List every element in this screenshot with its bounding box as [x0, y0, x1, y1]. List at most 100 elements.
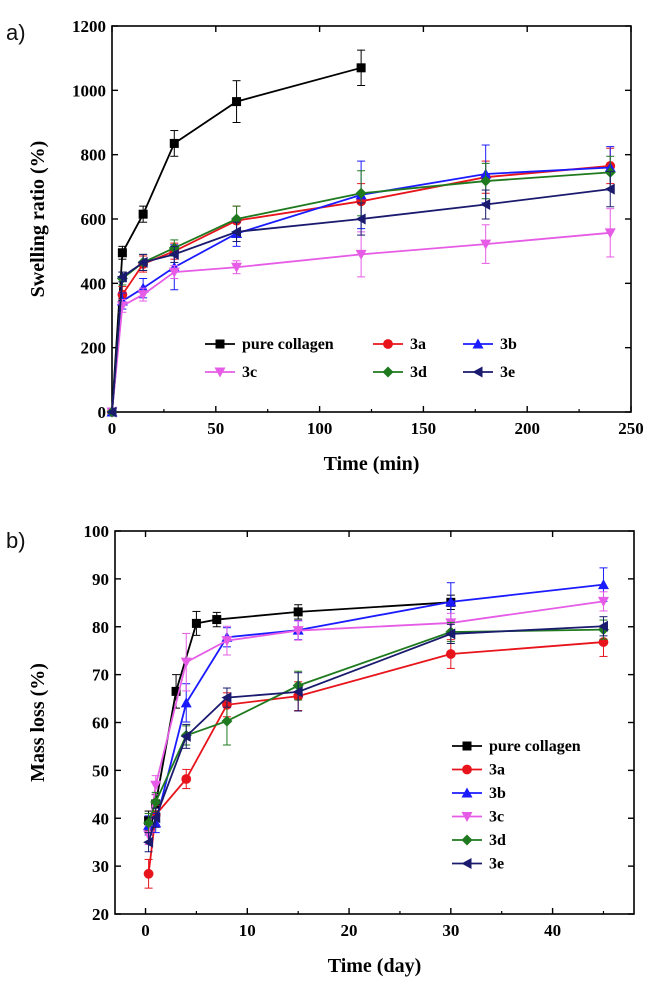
chart-a-x-axis-title: Time (min): [324, 453, 420, 475]
chart-a-legend-item-3d-marker: [382, 366, 394, 378]
chart-b-x-tick-label: 0: [141, 921, 150, 940]
chart-b-y-tick-label: 100: [84, 522, 110, 541]
chart-b-legend-item-3b-marker: [461, 787, 473, 798]
chart-b-y-tick-label: 20: [92, 905, 109, 924]
panel-a: a) 0 50 100 150 200 250 0 200 400 600 800 1000 1200 T…: [6, 17, 644, 475]
chart-b-series-3c-point: [180, 657, 192, 668]
chart-a-series-3e-point: [604, 183, 615, 195]
chart-a-series-3c-point: [480, 239, 492, 250]
chart-b-series-3b-point: [445, 596, 457, 607]
chart-a-x-tick-label: 250: [618, 419, 644, 438]
chart-b-series-pure-collagen-point: [293, 607, 303, 617]
chart-b-series-3d-line: [147, 628, 604, 824]
chart-b-legend-item-3d-marker: [461, 834, 473, 846]
panel-b-label: b): [6, 528, 26, 553]
chart-b-series-3b: [143, 567, 609, 836]
chart-a-x-tick-label: 100: [307, 419, 333, 438]
chart-a-x-tick-label: 150: [411, 419, 437, 438]
chart-b-series-3a-line: [147, 641, 604, 874]
chart-a-series-3d: [106, 155, 616, 418]
chart-a-legend-item-3a-label: 3a: [410, 336, 426, 353]
chart-a-series-3c-point: [168, 267, 180, 278]
chart-b-series-pure-collagen-point: [171, 686, 181, 696]
chart-b-series-3e-point: [445, 628, 456, 640]
chart-b-series-3e-point: [180, 730, 191, 742]
chart-a-series-pure-collagen-point: [356, 63, 366, 73]
chart-b-series-3c-point: [292, 626, 304, 637]
chart-b-series-3e-point: [143, 836, 154, 848]
chart-a-series-3e-point: [480, 199, 491, 211]
chart-b-series-3a: [143, 627, 609, 889]
chart-a-y-axis-title: Swelling ratio (%): [27, 141, 49, 298]
chart-b-series-3a-point: [143, 868, 154, 879]
chart-b-legend: pure collagen 3a 3b 3c 3d 3e: [452, 738, 581, 873]
chart-a-series-3e-point: [355, 213, 366, 225]
chart-b-legend-item-pure-collagen-marker: [462, 741, 472, 751]
chart-a-series-3c-point: [137, 290, 149, 301]
chart-b-legend-item-3c-marker: [461, 812, 473, 822]
chart-a-series-3e-point: [116, 271, 127, 283]
chart-a-legend: pure collagen 3a 3b 3c 3d 3e: [205, 336, 517, 381]
chart-b-series-3b-point: [597, 579, 609, 590]
chart-a-series-3c-point: [231, 262, 243, 273]
chart-b-series-3e-point: [150, 812, 161, 824]
chart-a-series-3c: [106, 208, 616, 418]
chart-b-series-3a-point: [445, 649, 456, 659]
chart-b-plot-frame: [114, 530, 635, 915]
chart-a-legend-item-3c-marker: [214, 367, 226, 378]
chart-a-plot-frame: [111, 25, 632, 413]
chart-b-series-3c-line: [147, 600, 604, 836]
chart-b-series-pure-collagen-point: [212, 615, 222, 625]
chart-a-x-tick-label: 200: [514, 419, 540, 438]
chart-b-x-tick-label: 40: [544, 921, 561, 940]
chart-b-x-tick-label: 20: [341, 921, 358, 940]
chart-b-series-3c-point: [597, 596, 609, 607]
chart-b-y-tick-label: 30: [92, 857, 109, 876]
chart-b-series-3e-point: [292, 686, 303, 698]
chart-b-series-3a-point: [181, 774, 192, 784]
chart-b-legend-item-3a-label: 3a: [489, 762, 505, 779]
chart-a-series-pure-collagen-point: [138, 209, 148, 219]
chart-b-series-3d: [143, 619, 609, 834]
chart-a-legend-item-3c-label: 3c: [242, 364, 257, 381]
chart-a-series-3b-line: [111, 166, 611, 413]
chart-b-series-3c-point: [150, 780, 162, 791]
chart-b-y-tick-label: 50: [92, 761, 109, 780]
chart-b-series-3e-point: [597, 620, 608, 632]
panel-b: b) 0 10 20 30 40 20 30 40 50 60 70 80 90 100 Time (day…: [6, 522, 635, 977]
chart-b-series-3d-point: [143, 817, 155, 829]
chart-b-y-tick-label: 90: [92, 570, 109, 589]
chart-b-series-3e-point: [221, 692, 232, 704]
chart-b-legend-item-3a-marker: [462, 764, 472, 775]
chart-a-y-tick-label: 0: [98, 403, 107, 422]
chart-a-series-3c-point: [355, 249, 367, 260]
chart-b-y-axis-title: Mass loss (%): [27, 663, 49, 782]
chart-b-legend-item-3c-label: 3c: [489, 809, 504, 826]
chart-a-y-tick-label: 400: [81, 274, 107, 293]
chart-a-x-tick-label: 0: [108, 419, 117, 438]
chart-a-legend-item-3e-marker: [472, 366, 483, 378]
chart-a-series-pure-collagen-point: [169, 138, 179, 148]
chart-b-series-3c-point: [221, 636, 233, 647]
chart-a-series-3d-point: [355, 187, 367, 199]
chart-a-series-3e-point: [168, 248, 179, 260]
chart-a-y-tick-label: 800: [81, 146, 107, 165]
chart-a-legend-item-pure-collagen-marker: [215, 339, 225, 349]
chart-a-legend-item-3d-label: 3d: [410, 364, 427, 381]
chart-a-series-3e: [106, 170, 615, 418]
chart-a-y-tick-label: 1200: [72, 17, 106, 36]
chart-a-series-3d-point: [480, 175, 492, 187]
chart-a-series-3e-point: [106, 406, 117, 418]
chart-a-y-tick-label: 1000: [72, 81, 106, 100]
chart-b-y-tick-label: 60: [92, 714, 109, 733]
chart-a-series-pure-collagen-point: [117, 248, 127, 258]
chart-a-series-3c-point: [604, 228, 616, 239]
chart-a-legend-item-3a-marker: [383, 339, 393, 349]
chart-b-y-tick-label: 70: [92, 666, 109, 685]
chart-b-legend-item-3e-label: 3e: [489, 856, 504, 873]
chart-b-x-axis-title: Time (day): [328, 955, 422, 977]
chart-a-y-tick-label: 600: [81, 210, 107, 229]
chart-a-legend-item-3e-label: 3e: [500, 364, 515, 381]
chart-b-legend-item-3e-marker: [461, 858, 472, 869]
